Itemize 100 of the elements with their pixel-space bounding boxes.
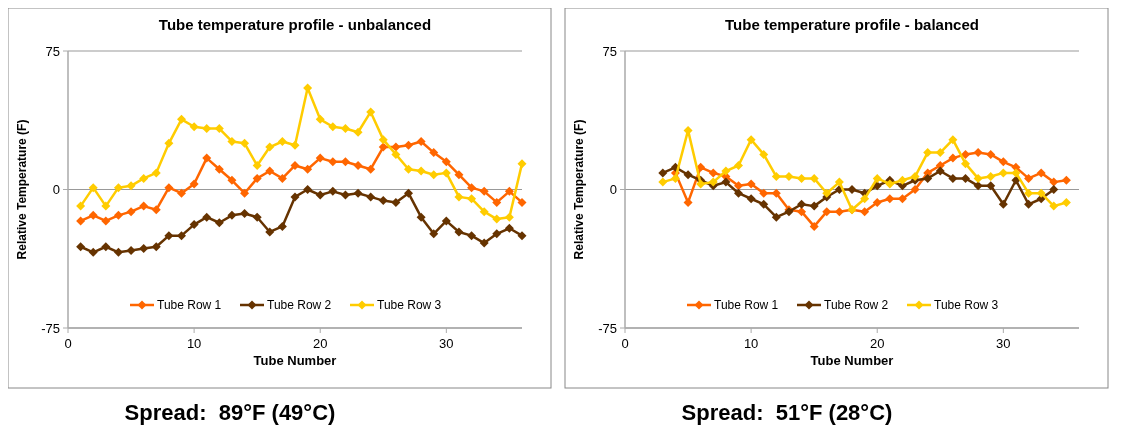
- point: [809, 221, 819, 231]
- point: [101, 201, 111, 211]
- point: [378, 142, 388, 152]
- point: [429, 148, 439, 158]
- point: [277, 221, 287, 231]
- point: [454, 227, 464, 237]
- point: [177, 188, 186, 198]
- point: [935, 166, 945, 176]
- point: [240, 188, 250, 198]
- point: [328, 122, 338, 132]
- point: [88, 210, 98, 220]
- point: [303, 185, 313, 194]
- point: [910, 185, 920, 194]
- point: [1061, 197, 1071, 207]
- point: [164, 138, 174, 148]
- point: [214, 218, 224, 228]
- point: [721, 166, 731, 176]
- chart-title: Tube temperature profile - balanced: [725, 16, 979, 33]
- point: [759, 149, 769, 159]
- point: [315, 190, 325, 200]
- point: [708, 177, 718, 187]
- x-axis-title: Tube Number: [810, 353, 894, 368]
- point: [492, 214, 502, 224]
- text: Spread: 51°F (28°C): [681, 400, 893, 425]
- point: [340, 190, 350, 200]
- point: [1036, 168, 1046, 178]
- legend-label: Tube Row 1: [714, 298, 779, 313]
- point: [126, 181, 136, 191]
- y-tick-label: 0: [52, 182, 60, 198]
- point: [973, 173, 983, 183]
- point: [998, 157, 1008, 167]
- point: [897, 175, 907, 185]
- point: [834, 177, 844, 187]
- point: [189, 179, 199, 189]
- point: [340, 157, 350, 167]
- point: [113, 247, 123, 257]
- point: [252, 160, 262, 170]
- point: [504, 223, 514, 233]
- point: [771, 188, 781, 198]
- point: [113, 183, 123, 193]
- x-tick-label: 30: [996, 336, 1011, 351]
- point: [303, 164, 313, 174]
- point: [872, 197, 882, 207]
- point: [454, 170, 464, 180]
- point: [366, 164, 376, 174]
- point: [240, 209, 250, 219]
- point: [240, 138, 250, 148]
- point: [353, 160, 363, 170]
- point: [834, 207, 844, 217]
- point: [441, 216, 451, 226]
- legend-label: Tube Row 3: [934, 298, 999, 313]
- point: [746, 194, 756, 204]
- point: [683, 197, 693, 207]
- y-tick-label: -75: [598, 320, 617, 336]
- point: [404, 188, 413, 198]
- point: [151, 168, 161, 178]
- point: [429, 229, 439, 239]
- point: [76, 242, 86, 252]
- point: [771, 172, 781, 182]
- point: [504, 212, 514, 222]
- point: [378, 196, 388, 206]
- point: [809, 173, 819, 183]
- point: [734, 181, 743, 191]
- point: [897, 194, 907, 204]
- point: [935, 148, 945, 158]
- point: [416, 212, 426, 222]
- point: [139, 244, 149, 254]
- point: [809, 201, 819, 211]
- point: [746, 179, 756, 189]
- y-axis-title: Relative Temperature (F): [572, 119, 586, 260]
- point: [923, 173, 933, 183]
- x-tick-label: 20: [869, 336, 885, 351]
- point: [252, 212, 262, 222]
- x-tick-label: 30: [439, 336, 454, 351]
- y-tick-label: 75: [45, 43, 60, 59]
- point: [189, 220, 199, 230]
- point: [784, 172, 794, 182]
- point: [492, 197, 502, 207]
- point: [353, 188, 363, 198]
- point: [76, 216, 86, 226]
- point: [404, 140, 413, 150]
- legend-label: Tube Row 3: [377, 298, 442, 313]
- point: [467, 231, 477, 241]
- point: [986, 149, 996, 159]
- point: [151, 242, 161, 252]
- point: [340, 124, 350, 134]
- point: [353, 127, 363, 137]
- point: [441, 168, 451, 178]
- point: [189, 122, 199, 132]
- point: [404, 164, 413, 174]
- point: [683, 170, 693, 180]
- point: [101, 242, 111, 252]
- point: [265, 166, 275, 176]
- point: [126, 207, 136, 217]
- point: [797, 207, 807, 217]
- legend-label: Tube Row 2: [824, 298, 889, 313]
- point: [277, 173, 287, 183]
- point: [771, 212, 781, 222]
- point: [416, 166, 426, 176]
- point: [973, 148, 983, 158]
